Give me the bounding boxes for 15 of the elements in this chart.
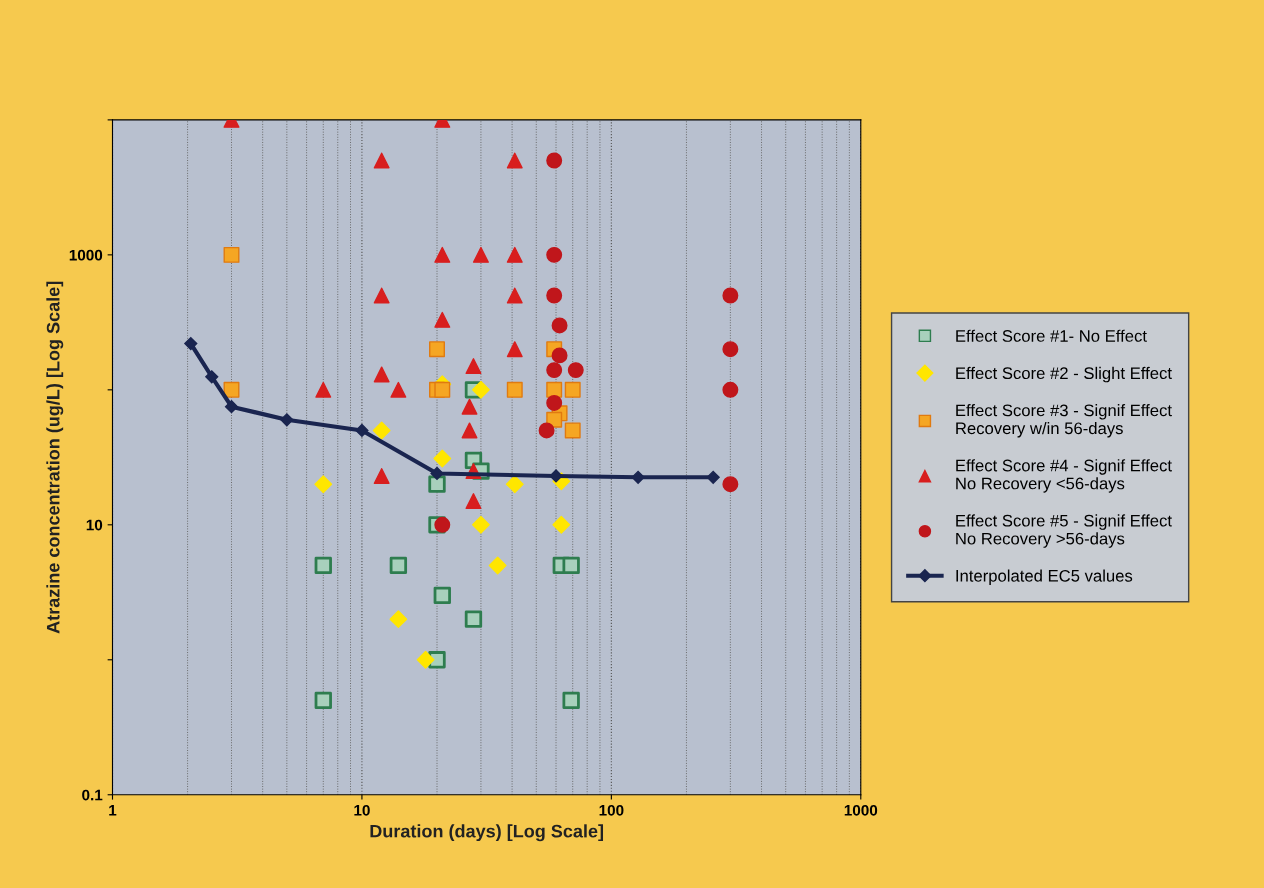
x-tick-label: 10 [354, 804, 370, 816]
x-tick-label: 100 [599, 804, 624, 816]
legend-label: Effect Score #5 - Signif Effect No Recovery >56-days [956, 514, 1172, 548]
y-tick-label: 0.1 [82, 789, 103, 801]
x-axis-title: Duration (days) [Log Scale] [370, 824, 604, 842]
legend-label: Effect Score #3 - Signif Effect Recovery w/in 56-days [956, 404, 1172, 438]
y-tick-label: 10 [86, 519, 103, 531]
x-tick-label: 1 [109, 805, 117, 816]
legend-label: Effect Score #4 - Signif Effect No Recovery <56-days [956, 459, 1172, 493]
x-tick-label: 1000 [844, 804, 878, 816]
legend-label: Effect Score #2 - Slight Effect [956, 366, 1172, 383]
legend-label: Effect Score #1- No Effect [956, 329, 1147, 342]
legend-label: Interpolated EC5 values [956, 569, 1133, 586]
y-tick-label: 1000 [69, 249, 103, 261]
y-axis-title: Atrazine concentration (ug/L) [Log Scale] [46, 281, 64, 634]
